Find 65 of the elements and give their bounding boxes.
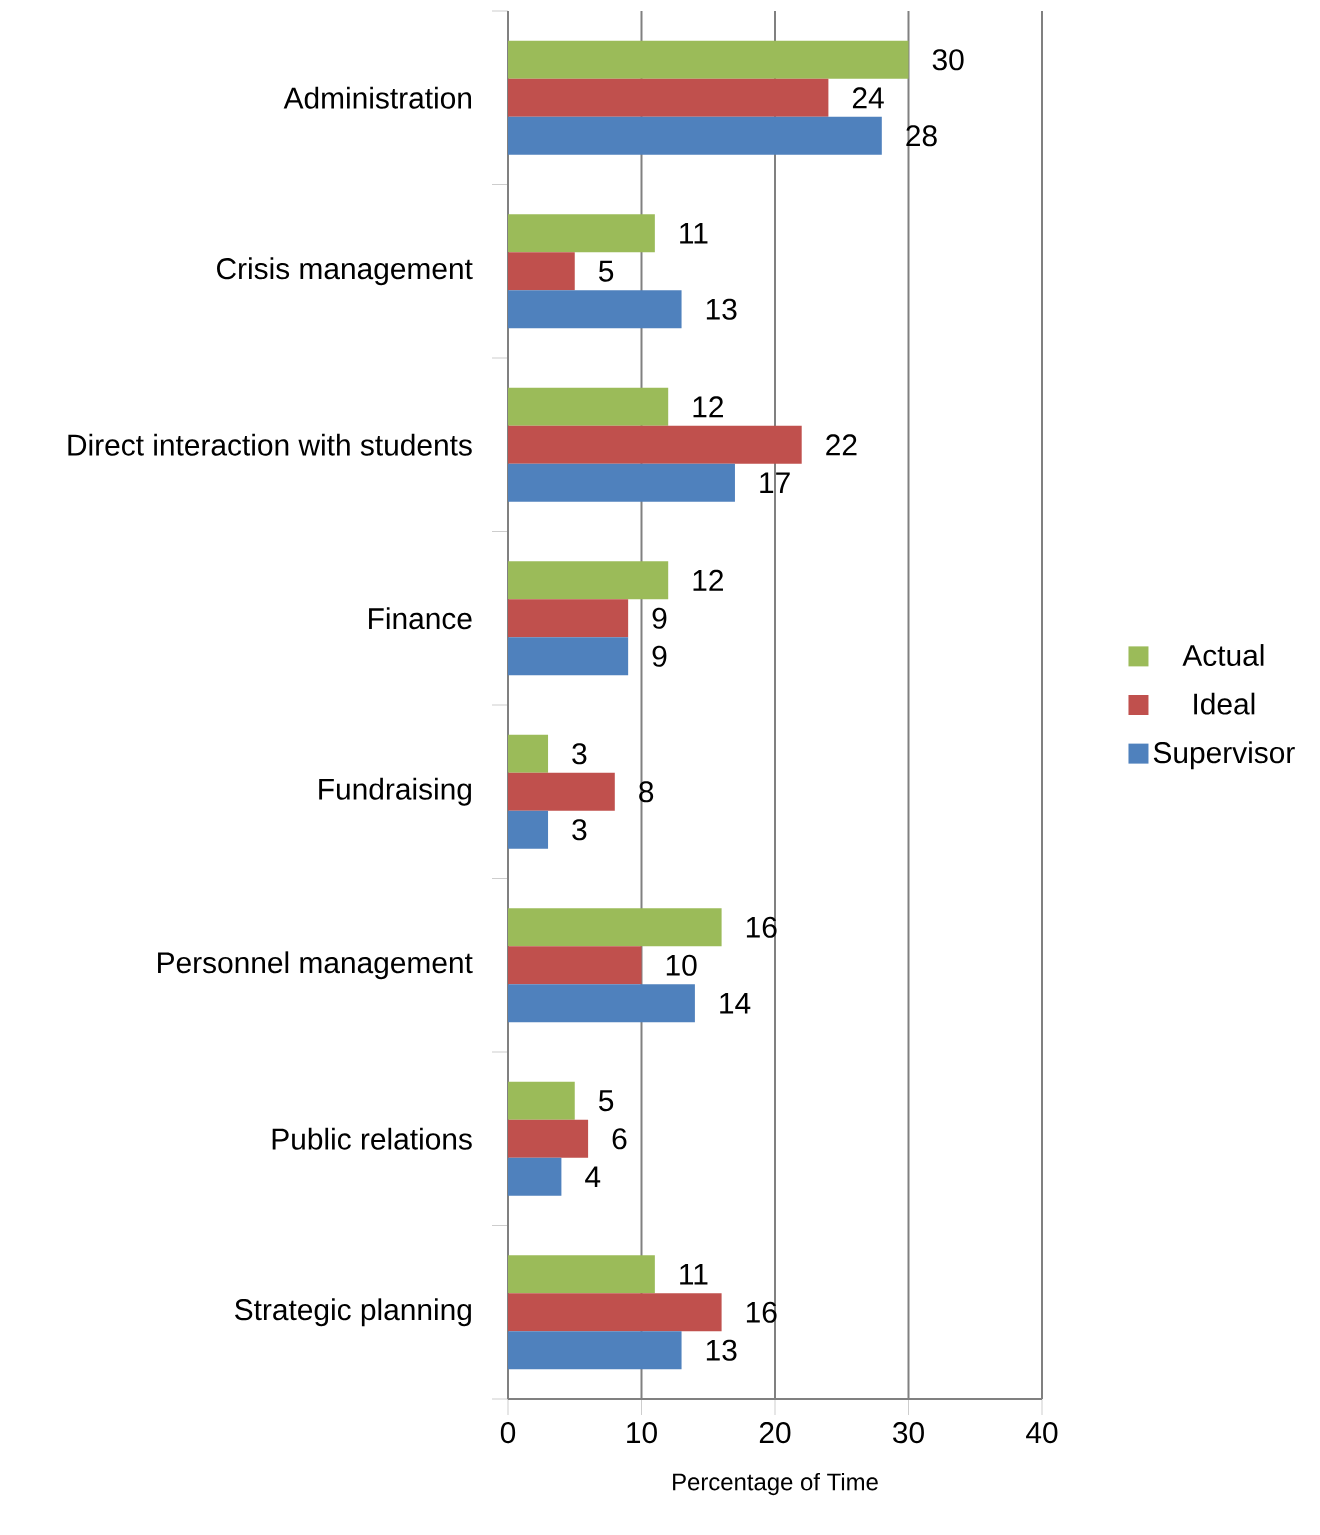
bar	[508, 810, 549, 849]
data-label: 10	[666, 954, 697, 976]
data-label: 12	[693, 396, 723, 418]
data-label: 8	[639, 781, 654, 803]
data-label: 16	[746, 916, 777, 938]
x-axis-title: Percentage of Time	[673, 1472, 878, 1496]
x-tick-label: 20	[759, 1422, 791, 1444]
data-label: 24	[852, 87, 884, 109]
y-tick-label: Finance	[369, 607, 472, 630]
data-label: 4	[585, 1166, 601, 1188]
bar	[508, 599, 629, 638]
y-tick-label: Crisis management	[217, 257, 473, 286]
bar	[508, 561, 669, 600]
y-tick-label: Public relations	[272, 1127, 472, 1150]
data-label: 9	[652, 607, 667, 629]
y-tick-label: Direct interaction with students	[68, 433, 472, 456]
data-label: 22	[826, 434, 857, 456]
x-tick-label: 0	[500, 1422, 516, 1444]
y-tick-label: Administration	[283, 86, 471, 109]
bar	[508, 116, 882, 155]
x-tick-label: 40	[1026, 1422, 1058, 1444]
data-label: 5	[598, 1090, 614, 1112]
bar	[508, 252, 575, 291]
bar	[508, 637, 629, 676]
bar	[508, 387, 669, 426]
bar	[508, 734, 549, 773]
data-label: 3	[572, 819, 587, 841]
bar	[508, 772, 615, 811]
data-label: 13	[706, 1339, 737, 1361]
data-label: 9	[652, 645, 667, 667]
legend-label: Ideal	[1194, 692, 1255, 715]
y-tick-label: Strategic planning	[235, 1298, 471, 1327]
data-label: 11	[680, 222, 708, 244]
data-label: 6	[612, 1128, 627, 1150]
y-tick-label: Fundraising	[319, 777, 471, 806]
data-label: 12	[693, 569, 723, 591]
x-tick-label: 30	[893, 1422, 924, 1444]
bar	[508, 214, 655, 253]
y-tick-label: Personnel management	[158, 951, 473, 980]
data-label: 3	[572, 743, 587, 765]
legend-label: Actual	[1182, 644, 1264, 666]
data-label: 13	[706, 298, 737, 320]
data-label: 14	[720, 992, 751, 1014]
bar	[508, 290, 682, 329]
bar	[508, 463, 735, 502]
data-label: 17	[760, 472, 790, 494]
data-label: 28	[906, 125, 937, 147]
bar	[508, 40, 909, 79]
legend-label: Supervisor	[1153, 741, 1295, 770]
data-label: 11	[680, 1263, 708, 1285]
bar	[508, 946, 642, 985]
bar	[508, 1119, 589, 1158]
data-label: 16	[746, 1301, 777, 1323]
bar	[508, 1293, 722, 1332]
bar	[508, 1081, 575, 1120]
bar	[508, 908, 722, 947]
x-tick-label: 10	[627, 1422, 657, 1444]
bar	[508, 1331, 682, 1370]
bar	[508, 984, 695, 1023]
bar	[508, 1255, 655, 1294]
data-label: 30	[932, 49, 964, 71]
bar	[508, 1157, 562, 1196]
bar	[508, 78, 829, 117]
bar	[508, 425, 802, 464]
data-label: 5	[598, 260, 614, 282]
